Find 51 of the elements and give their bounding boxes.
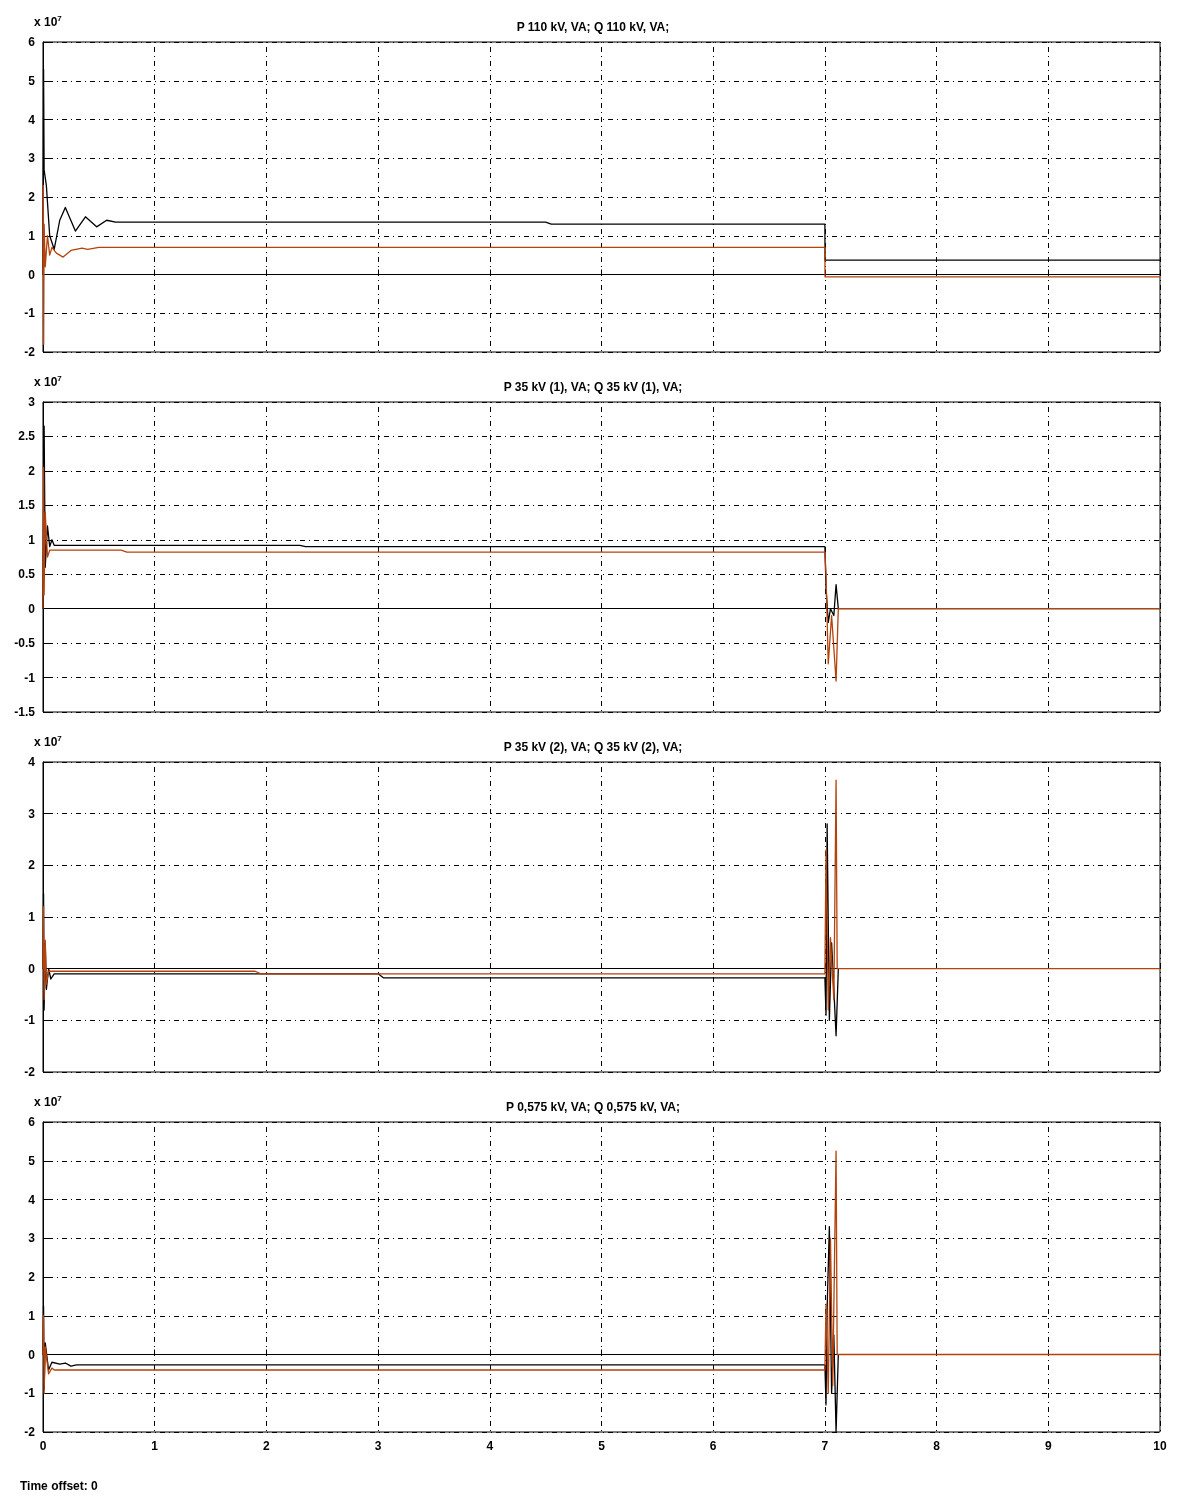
y-tick-label: 3: [28, 806, 36, 821]
x-tick-label: 9: [1044, 1439, 1052, 1453]
y-tick-label: -2: [24, 1425, 36, 1439]
y-tick-label: 1: [28, 1308, 36, 1323]
x-tick-label: 3: [374, 1439, 382, 1453]
text: Time offset: 0: [20, 1479, 99, 1493]
y-tick-label: -1: [24, 1386, 36, 1401]
y-tick-label: 1: [28, 910, 36, 924]
y-tick-label: 5: [28, 73, 36, 88]
y-tick-label: -1.5: [14, 705, 36, 719]
y-tick-label: 2: [28, 190, 36, 204]
chart-title: P 35 kV (1), VA; Q 35 kV (1), VA;: [503, 380, 683, 394]
y-tick-label: 0: [28, 1347, 36, 1362]
y-tick-label: -0.5: [14, 636, 36, 651]
x-tick-label: 0: [39, 1439, 47, 1453]
y-tick-label: 3: [28, 151, 36, 166]
y-tick-label: 0.5: [18, 567, 36, 582]
x-tick-label: 4: [486, 1439, 494, 1453]
y-tick-label: -2: [24, 1065, 36, 1079]
y-tick-label: -2: [24, 345, 36, 359]
y-tick-label: 6: [28, 1115, 36, 1129]
y-tick-label: 2.5: [18, 429, 36, 444]
chart-title: P 0,575 kV, VA; Q 0,575 kV, VA;: [506, 1100, 680, 1114]
y-tick-label: 4: [28, 112, 36, 127]
y-tick-label: 1.5: [18, 498, 36, 513]
y-tick-label: 0: [28, 961, 36, 976]
chart-title: P 35 kV (2), VA; Q 35 kV (2), VA;: [503, 740, 683, 754]
x-tick-label: 5: [598, 1439, 606, 1453]
y-tick-label: -1: [24, 670, 36, 685]
chart-title: P 110 kV, VA; Q 110 kV, VA;: [516, 20, 670, 34]
x-tick-label: 10: [1153, 1439, 1167, 1453]
y-tick-label: 4: [28, 755, 36, 769]
y-tick-label: 1: [28, 532, 36, 547]
x-tick-label: 8: [933, 1439, 941, 1453]
y-tick-label: 1: [28, 228, 36, 243]
y-tick-label: 6: [28, 35, 36, 49]
x-tick-label: 2: [263, 1439, 271, 1453]
y-tick-label: 2: [28, 463, 36, 478]
y-tick-label: -1: [24, 306, 36, 321]
y-tick-label: 0: [28, 267, 36, 282]
y-tick-label: 4: [28, 1192, 36, 1207]
y-tick-label: 5: [28, 1153, 36, 1168]
y-tick-label: -1: [24, 1013, 36, 1028]
y-tick-label: 2: [28, 1270, 36, 1284]
x-tick-label: 6: [709, 1439, 717, 1453]
y-tick-label: 0: [28, 601, 36, 616]
x-tick-label: 1: [151, 1439, 159, 1453]
x-tick-label: 7: [821, 1439, 829, 1453]
y-tick-label: 2: [28, 858, 36, 873]
y-tick-label: 3: [28, 395, 36, 409]
y-tick-label: 3: [28, 1231, 36, 1246]
